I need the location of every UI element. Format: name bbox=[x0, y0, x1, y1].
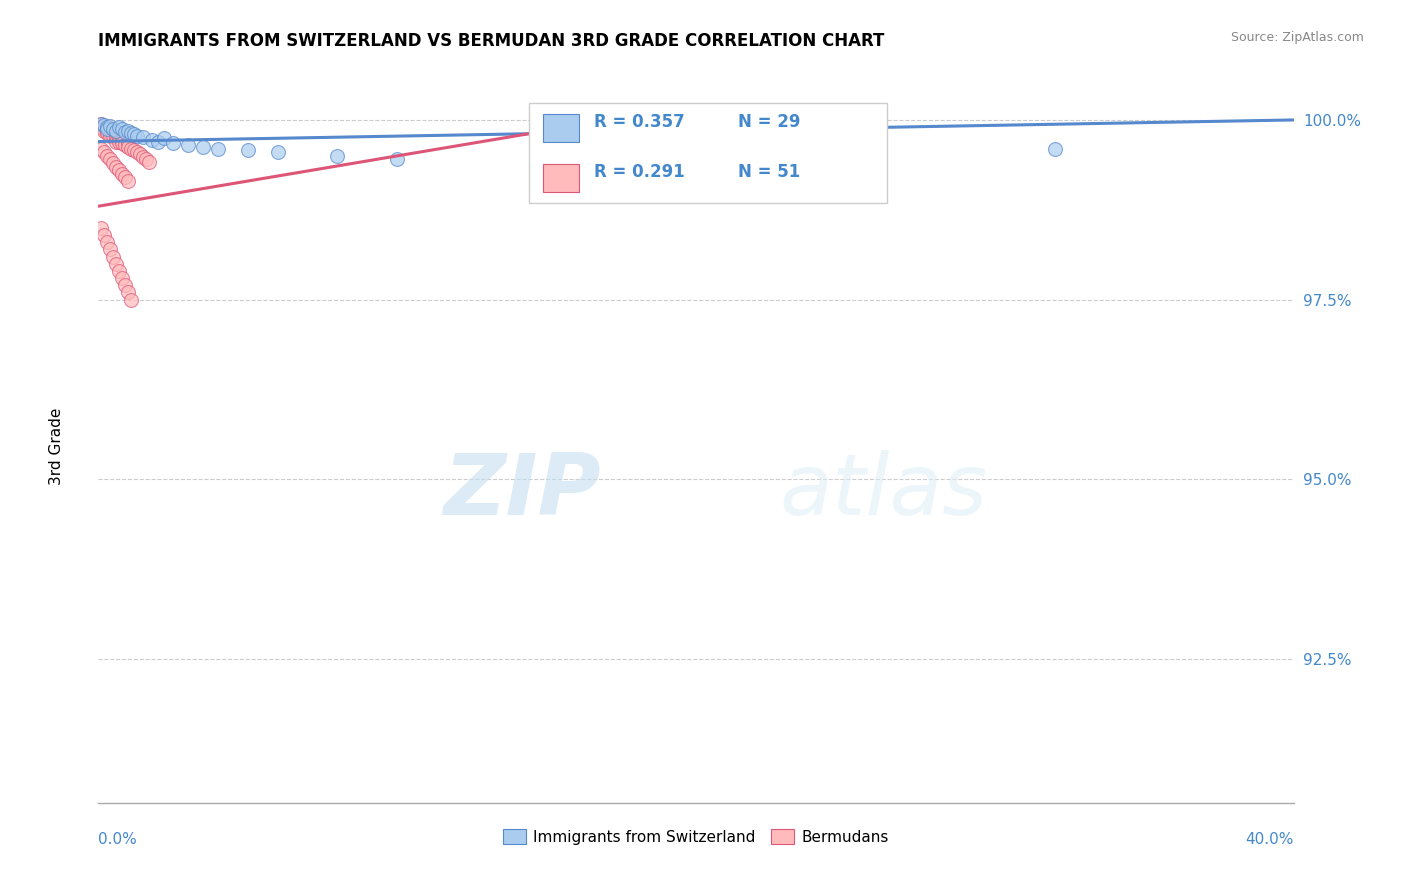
Point bbox=[98, 153, 122, 167]
Point bbox=[236, 143, 259, 157]
Point bbox=[129, 147, 152, 161]
Text: N = 29: N = 29 bbox=[738, 112, 800, 130]
Point bbox=[127, 128, 149, 143]
Point bbox=[191, 140, 214, 154]
Point bbox=[1043, 142, 1066, 156]
Point bbox=[111, 271, 134, 285]
Text: R = 0.291: R = 0.291 bbox=[595, 163, 685, 181]
Point bbox=[127, 145, 149, 160]
FancyBboxPatch shape bbox=[529, 103, 887, 203]
Point bbox=[96, 126, 118, 140]
Point bbox=[93, 118, 115, 132]
Point bbox=[96, 235, 118, 249]
Point bbox=[93, 145, 115, 160]
Point bbox=[105, 131, 128, 145]
Point bbox=[90, 220, 112, 235]
Text: 40.0%: 40.0% bbox=[1246, 832, 1294, 847]
Point bbox=[114, 125, 136, 139]
Text: ZIP: ZIP bbox=[443, 450, 600, 533]
Point bbox=[108, 135, 131, 149]
Point bbox=[103, 156, 125, 170]
Point bbox=[138, 154, 160, 169]
Point bbox=[96, 120, 118, 135]
Point bbox=[141, 133, 163, 147]
Point bbox=[135, 153, 157, 167]
Point bbox=[326, 149, 349, 163]
Point bbox=[108, 120, 131, 135]
FancyBboxPatch shape bbox=[543, 164, 579, 192]
Point bbox=[117, 174, 139, 188]
Point bbox=[124, 143, 146, 157]
Point bbox=[132, 150, 155, 164]
Point bbox=[93, 227, 115, 242]
FancyBboxPatch shape bbox=[543, 113, 579, 142]
Point bbox=[108, 131, 131, 145]
Point bbox=[105, 135, 128, 149]
Point bbox=[98, 128, 122, 143]
Point bbox=[117, 285, 139, 300]
Point bbox=[114, 278, 136, 293]
Point bbox=[90, 116, 112, 130]
Point bbox=[108, 163, 131, 178]
Point bbox=[93, 124, 115, 138]
Point bbox=[132, 130, 155, 145]
Point bbox=[162, 136, 184, 150]
Point bbox=[90, 120, 112, 135]
Point bbox=[120, 293, 142, 307]
Point bbox=[96, 121, 118, 136]
Point bbox=[90, 116, 112, 130]
Point bbox=[98, 126, 122, 140]
Text: R = 0.357: R = 0.357 bbox=[595, 112, 685, 130]
Point bbox=[114, 170, 136, 185]
Point bbox=[111, 167, 134, 181]
Point bbox=[124, 128, 146, 142]
Point bbox=[98, 243, 122, 257]
Point bbox=[103, 125, 125, 139]
Point bbox=[96, 149, 118, 163]
Point bbox=[111, 122, 134, 136]
Point bbox=[105, 124, 128, 138]
Point bbox=[536, 156, 558, 170]
Point bbox=[120, 142, 142, 156]
Point bbox=[153, 131, 176, 145]
Point bbox=[120, 126, 142, 140]
Point bbox=[117, 124, 139, 138]
Point bbox=[98, 122, 122, 136]
Point bbox=[114, 138, 136, 153]
Point bbox=[103, 250, 125, 264]
Point bbox=[98, 119, 122, 133]
Point bbox=[111, 136, 134, 150]
Legend: Immigrants from Switzerland, Bermudans: Immigrants from Switzerland, Bermudans bbox=[496, 822, 896, 851]
Point bbox=[93, 119, 115, 133]
Point bbox=[105, 257, 128, 271]
Point bbox=[385, 153, 409, 167]
Point bbox=[105, 160, 128, 174]
Point bbox=[108, 264, 131, 278]
Text: IMMIGRANTS FROM SWITZERLAND VS BERMUDAN 3RD GRADE CORRELATION CHART: IMMIGRANTS FROM SWITZERLAND VS BERMUDAN … bbox=[98, 32, 884, 50]
Point bbox=[148, 135, 170, 149]
Point bbox=[105, 128, 128, 142]
Point bbox=[745, 142, 768, 156]
Point bbox=[96, 120, 118, 135]
Point bbox=[267, 145, 290, 160]
Point bbox=[207, 142, 229, 156]
Point bbox=[177, 138, 200, 153]
Point bbox=[103, 121, 125, 136]
Point bbox=[103, 128, 125, 143]
Text: Source: ZipAtlas.com: Source: ZipAtlas.com bbox=[1230, 31, 1364, 45]
Point bbox=[111, 133, 134, 147]
Point bbox=[93, 121, 115, 136]
Text: atlas: atlas bbox=[779, 450, 987, 533]
Point bbox=[117, 140, 139, 154]
Text: 3rd Grade: 3rd Grade bbox=[49, 408, 63, 484]
Text: N = 51: N = 51 bbox=[738, 163, 800, 181]
Text: 0.0%: 0.0% bbox=[98, 832, 138, 847]
Point bbox=[96, 124, 118, 138]
Point bbox=[117, 136, 139, 150]
Point bbox=[90, 142, 112, 156]
